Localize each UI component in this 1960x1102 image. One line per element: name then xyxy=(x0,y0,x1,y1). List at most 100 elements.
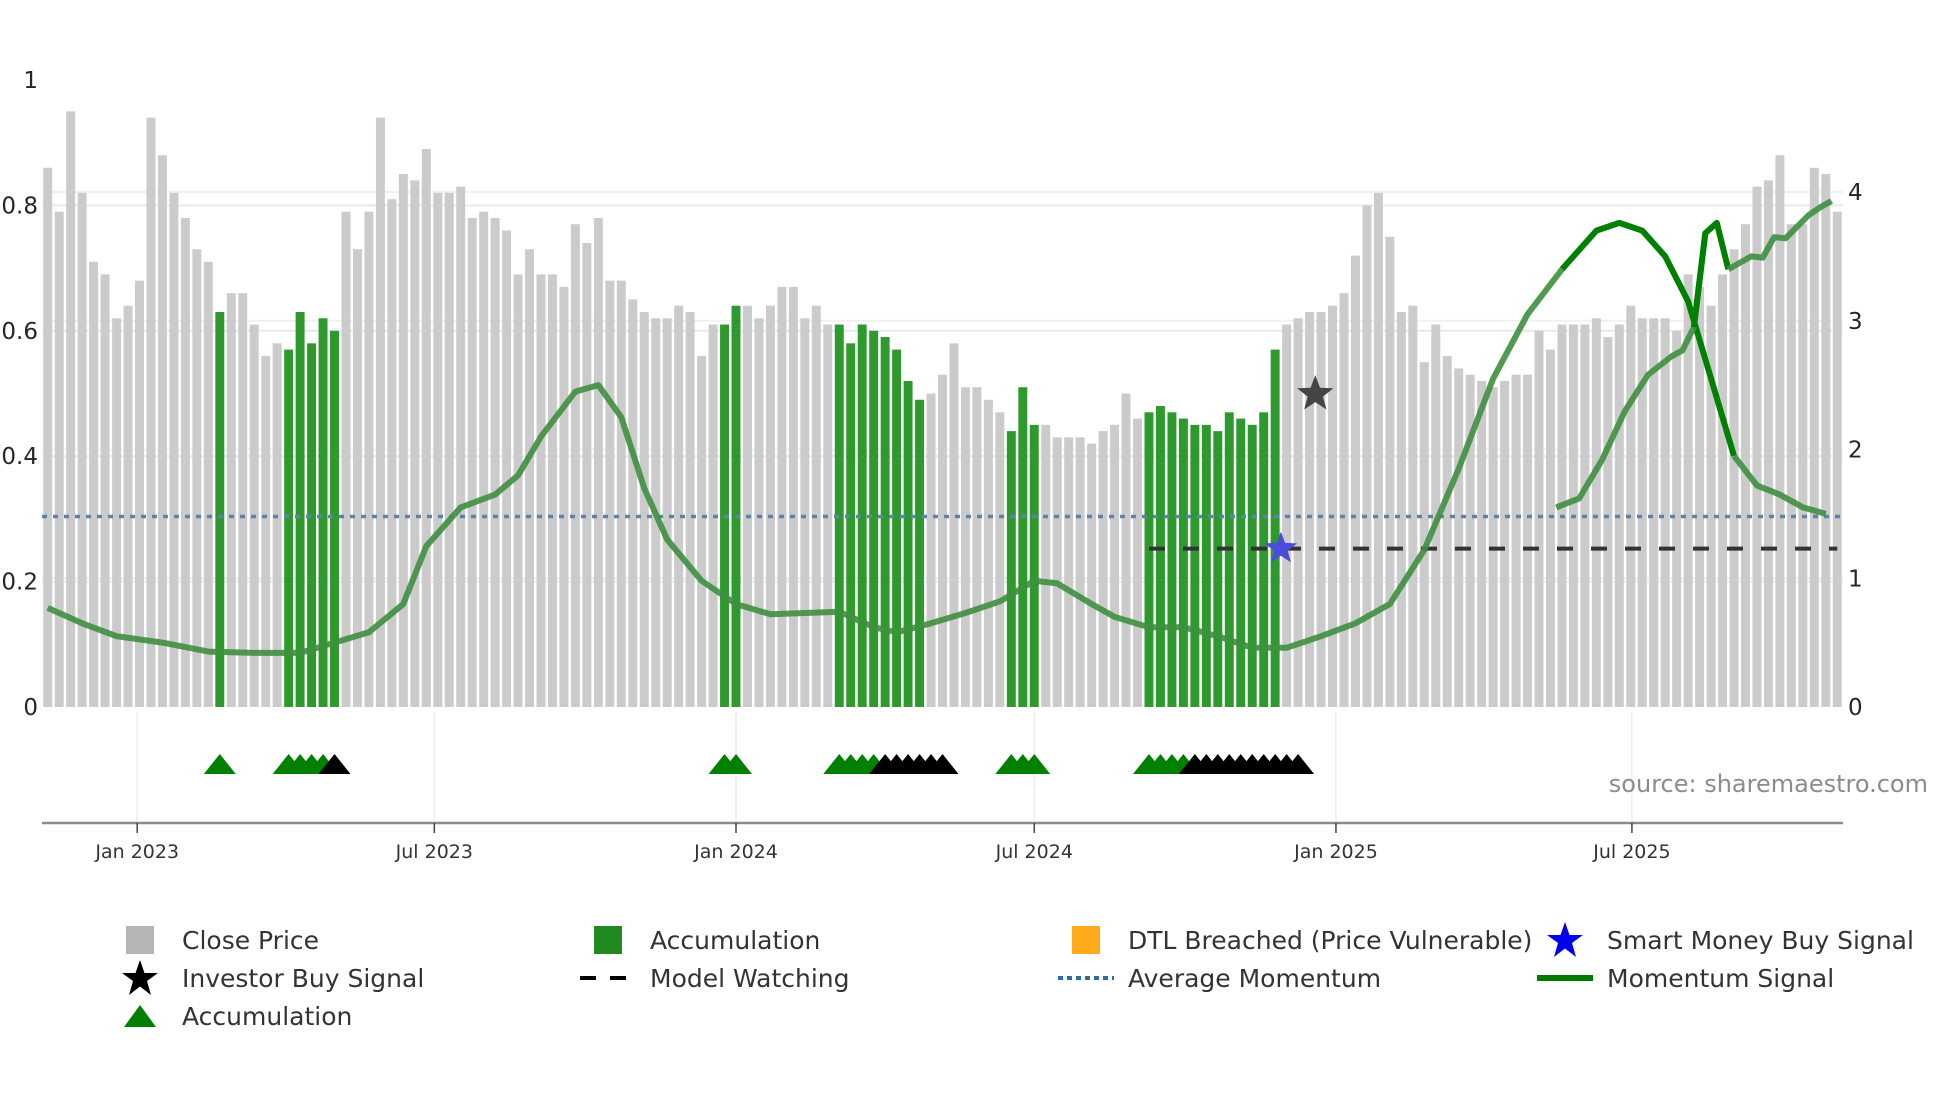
close-price-bar xyxy=(1385,236,1395,707)
left-axis-label: 0.8 xyxy=(1,193,38,219)
close-price-bar xyxy=(639,311,649,707)
close-price-bar xyxy=(1133,418,1142,707)
close-price-bar xyxy=(1052,437,1062,707)
close-price-bar xyxy=(1396,311,1406,707)
chart-canvas: Jan 2023 Jul 2023 Jan 2024 Jul 2024 Jan 2025… xyxy=(1,68,1928,863)
close-price-bar xyxy=(1419,362,1429,707)
legend-item-accumulation-bar: Accumulation xyxy=(578,922,820,958)
close-price-bar xyxy=(479,211,489,708)
close-price-bar xyxy=(1752,186,1762,708)
close-price-bar xyxy=(1695,286,1705,707)
close-price-bar xyxy=(1328,305,1337,707)
close-price-bar xyxy=(777,286,787,707)
close-price-bar xyxy=(605,280,615,707)
right-axis-label: 3 xyxy=(1848,309,1863,335)
accumulation-bar xyxy=(903,380,913,707)
accumulation-bar xyxy=(846,343,856,707)
close-price-bar xyxy=(1626,305,1636,707)
close-price-bar xyxy=(616,280,626,707)
close-price-bar xyxy=(1316,311,1326,707)
close-price-bar xyxy=(938,374,947,707)
accumulation-bar xyxy=(1144,412,1154,707)
x-tick-label: Jan 2023 xyxy=(94,841,179,863)
legend-item-model-watching: Model Watching xyxy=(578,960,850,996)
close-price-bar xyxy=(972,387,982,707)
close-price-bar xyxy=(1718,274,1728,707)
watch-triangle-icon xyxy=(1282,754,1315,774)
accumulation-bar xyxy=(1178,418,1188,707)
accumulation-bar xyxy=(1006,431,1016,707)
gray-square-icon xyxy=(126,926,154,954)
solid-line-icon xyxy=(1537,975,1593,981)
close-price-bar xyxy=(238,293,248,707)
close-price-bar xyxy=(525,249,535,708)
accumulation-bar xyxy=(869,330,879,707)
orange-square-icon xyxy=(1072,926,1100,954)
close-price-bar xyxy=(765,305,775,707)
accumulation-bar xyxy=(1224,412,1234,707)
accumulation-bar xyxy=(1213,431,1223,707)
right-axis-label: 4 xyxy=(1848,180,1863,206)
momentum-signal-line xyxy=(1726,198,1833,272)
legend-item-smart-money: Smart Money Buy Signal xyxy=(1535,922,1914,958)
accumulation-bar xyxy=(1201,424,1211,707)
close-price-bar xyxy=(697,355,707,707)
close-price-bar xyxy=(1672,330,1682,707)
accumulation-bar xyxy=(1190,424,1200,707)
close-price-bar xyxy=(1373,192,1383,708)
close-price-bar xyxy=(559,286,569,707)
close-price-bar xyxy=(261,355,271,707)
close-price-bar xyxy=(490,217,500,707)
momentum-signal-line xyxy=(1555,232,1709,511)
left-axis-label: 0.2 xyxy=(1,570,38,596)
close-price-bar xyxy=(433,192,443,708)
close-price-bar xyxy=(1305,311,1315,707)
investor-buy-star-icon xyxy=(1297,375,1334,410)
accumulation-bar xyxy=(215,311,225,707)
accumulation-bar xyxy=(1167,412,1177,707)
close-price-bar xyxy=(1442,355,1452,707)
close-price-bar xyxy=(123,305,133,707)
close-price-bar xyxy=(1477,380,1487,707)
close-price-bar xyxy=(1110,424,1120,707)
accumulation-bar xyxy=(330,330,339,707)
close-price-bar xyxy=(502,230,512,708)
close-price-bar xyxy=(983,399,993,707)
close-price-bar xyxy=(444,192,454,708)
close-price-bar xyxy=(169,192,179,708)
close-price-bar xyxy=(1591,318,1601,707)
close-price-bar xyxy=(1087,443,1097,707)
momentum-signal-line xyxy=(46,267,1565,656)
close-price-bar xyxy=(1763,180,1773,707)
x-tick-label: Jan 2025 xyxy=(1293,841,1378,863)
right-axis-label: 0 xyxy=(1848,695,1863,721)
close-price-bar xyxy=(135,280,144,707)
accumulation-triangle-icon xyxy=(720,754,753,774)
accumulation-bar xyxy=(834,324,844,707)
legend-item-momentum-signal: Momentum Signal xyxy=(1535,960,1834,996)
close-price-bar xyxy=(364,211,374,708)
close-price-bar xyxy=(1649,318,1659,707)
close-price-bar xyxy=(800,318,810,707)
momentum-signal-line-strong xyxy=(1690,219,1732,328)
close-price-bar xyxy=(513,274,523,707)
close-price-bar xyxy=(352,249,362,708)
close-price-bar xyxy=(1683,274,1693,707)
x-tick-label: Jan 2024 xyxy=(693,841,778,863)
close-price-bar xyxy=(421,148,431,708)
x-tick-label: Jul 2023 xyxy=(395,841,473,863)
close-price-bar xyxy=(628,299,638,707)
close-price-bar xyxy=(180,217,190,707)
watch-triangle-icon xyxy=(318,754,351,774)
close-price-bar xyxy=(1075,437,1085,707)
left-axis-label: 0.4 xyxy=(1,444,38,470)
accumulation-bar xyxy=(1155,406,1165,707)
green-square-icon xyxy=(594,926,622,954)
close-price-bar xyxy=(1809,167,1819,707)
dashed-line-icon xyxy=(580,976,636,980)
close-price-bar xyxy=(1741,224,1750,707)
close-price-bar xyxy=(1729,249,1739,708)
legend-item-investor-buy: Investor Buy Signal xyxy=(110,960,424,996)
close-price-bar xyxy=(1064,437,1074,707)
